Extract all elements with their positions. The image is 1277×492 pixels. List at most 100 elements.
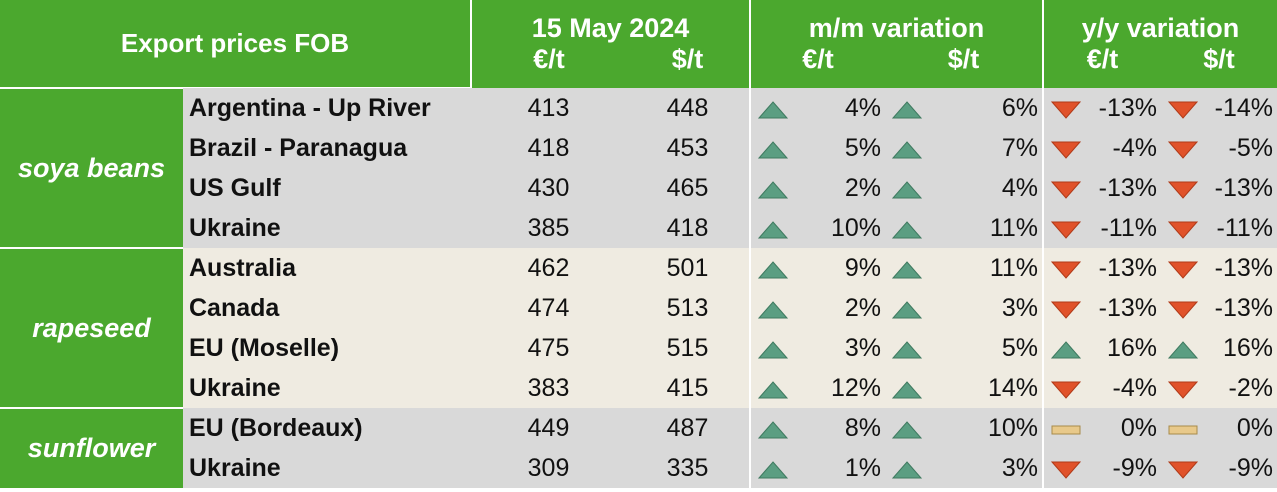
origin-cell: Argentina - Up River <box>183 88 471 128</box>
variation-value: 7% <box>1001 133 1038 162</box>
triangle-down-icon <box>1167 458 1199 479</box>
price-usd-cell: 501 <box>626 248 750 288</box>
price-eur-cell: 385 <box>471 208 626 248</box>
price-usd-header: $/t <box>626 44 750 88</box>
yy-usd-cell: -2% <box>1161 368 1277 408</box>
variation-value: -5% <box>1228 133 1274 162</box>
variation-value: 3% <box>844 333 881 362</box>
price-eur-cell: 475 <box>471 328 626 368</box>
table-row: soya beans Argentina - Up River 413 448 4% 6%… <box>0 87 1277 248</box>
table-row: US Gulf 430 465 2% 4% -13% -13% <box>0 168 1277 208</box>
mm-eur-cell: 2% <box>749 168 885 208</box>
origin-cell: Australia <box>183 248 471 288</box>
yy-eur-cell: -4% <box>1042 368 1161 408</box>
variation-value: 11% <box>989 253 1038 282</box>
variation-value: 2% <box>844 173 881 202</box>
variation-value: 4% <box>1001 173 1038 202</box>
mm-eur-cell: 4% <box>749 88 885 128</box>
variation-value: 16% <box>1222 333 1274 362</box>
mm-usd-cell: 4% <box>885 168 1043 208</box>
triangle-down-icon <box>1050 218 1082 239</box>
yy-usd-cell: 16% <box>1161 328 1277 368</box>
price-eur-cell: 418 <box>471 128 626 168</box>
triangle-up-icon <box>757 218 789 239</box>
triangle-up-icon <box>891 138 923 159</box>
variation-value: 12% <box>830 373 881 402</box>
variation-value: 16% <box>1106 333 1157 362</box>
price-eur-cell: 462 <box>471 248 626 288</box>
triangle-down-icon <box>1050 458 1082 479</box>
origin-cell: Ukraine <box>183 448 471 488</box>
origin-cell: EU (Moselle) <box>183 328 471 368</box>
table-row: Canada 474 513 2% 3% -13% -13% <box>0 288 1277 328</box>
triangle-up-icon <box>891 338 923 359</box>
variation-value: 5% <box>844 133 881 162</box>
variation-value: 6% <box>1001 93 1038 122</box>
variation-value: 3% <box>1001 453 1038 482</box>
mm-eur-cell: 10% <box>749 208 885 248</box>
variation-value: 8% <box>844 413 881 442</box>
variation-value: -13% <box>1214 253 1274 282</box>
origin-cell: Ukraine <box>183 208 471 248</box>
table-row: EU (Moselle) 475 515 3% 5% 16% 16% <box>0 328 1277 368</box>
triangle-up-icon <box>891 418 923 439</box>
mm-eur-cell: 3% <box>749 328 885 368</box>
triangle-down-icon <box>1050 258 1082 279</box>
price-usd-cell: 453 <box>626 128 750 168</box>
variation-value: 3% <box>1001 293 1038 322</box>
mm-usd-cell: 11% <box>885 208 1043 248</box>
variation-value: 4% <box>844 93 881 122</box>
mm-usd-cell: 5% <box>885 328 1043 368</box>
triangle-down-icon <box>1167 378 1199 399</box>
price-usd-cell: 515 <box>626 328 750 368</box>
variation-value: 1% <box>844 453 881 482</box>
triangle-up-icon <box>891 178 923 199</box>
table-title: Export prices FOB <box>0 0 471 88</box>
yy-eur-cell: -9% <box>1042 448 1161 488</box>
triangle-up-icon <box>891 258 923 279</box>
price-eur-cell: 449 <box>471 408 626 448</box>
triangle-down-icon <box>1050 98 1082 119</box>
yy-usd-cell: -11% <box>1161 208 1277 248</box>
yy-eur-header: €/t <box>1042 44 1161 88</box>
price-eur-cell: 309 <box>471 448 626 488</box>
yy-eur-cell: -11% <box>1042 208 1161 248</box>
mm-usd-cell: 7% <box>885 128 1043 168</box>
mm-eur-cell: 5% <box>749 128 885 168</box>
flat-bar-icon <box>1167 418 1199 438</box>
price-usd-cell: 487 <box>626 408 750 448</box>
yy-usd-header: $/t <box>1161 44 1277 88</box>
price-usd-cell: 513 <box>626 288 750 328</box>
triangle-down-icon <box>1050 178 1082 199</box>
date-header: 15 May 2024 <box>470 0 750 44</box>
variation-value: 10% <box>987 413 1038 442</box>
price-eur-cell: 383 <box>471 368 626 408</box>
yy-eur-cell: -4% <box>1042 128 1161 168</box>
mm-eur-cell: 9% <box>749 248 885 288</box>
triangle-up-icon <box>757 258 789 279</box>
mm-eur-cell: 1% <box>749 448 885 488</box>
variation-value: -4% <box>1112 373 1157 402</box>
table-body: soya beans Argentina - Up River 413 448 4% 6%… <box>0 87 1277 488</box>
triangle-down-icon <box>1167 258 1199 279</box>
price-usd-cell: 335 <box>626 448 750 488</box>
triangle-down-icon <box>1050 138 1082 159</box>
price-usd-cell: 448 <box>626 88 750 128</box>
price-eur-cell: 474 <box>471 288 626 328</box>
triangle-up-icon <box>891 218 923 239</box>
triangle-down-icon <box>1167 218 1199 239</box>
mm-eur-cell: 8% <box>749 408 885 448</box>
triangle-up-icon <box>757 378 789 399</box>
yy-usd-cell: -13% <box>1161 248 1277 288</box>
table-row: Ukraine 383 415 12% 14% -4% -2% <box>0 368 1277 408</box>
mm-usd-header: $/t <box>885 44 1043 88</box>
variation-value: -11% <box>1100 213 1157 242</box>
variation-value: -13% <box>1098 93 1157 122</box>
triangle-down-icon <box>1167 138 1199 159</box>
table-row: rapeseed Australia 462 501 9% 11% -13% -13% <box>0 247 1277 408</box>
variation-value: -13% <box>1098 293 1157 322</box>
triangle-up-icon <box>757 298 789 319</box>
yy-usd-cell: -14% <box>1161 88 1277 128</box>
price-eur-cell: 413 <box>471 88 626 128</box>
mm-usd-cell: 3% <box>885 288 1043 328</box>
